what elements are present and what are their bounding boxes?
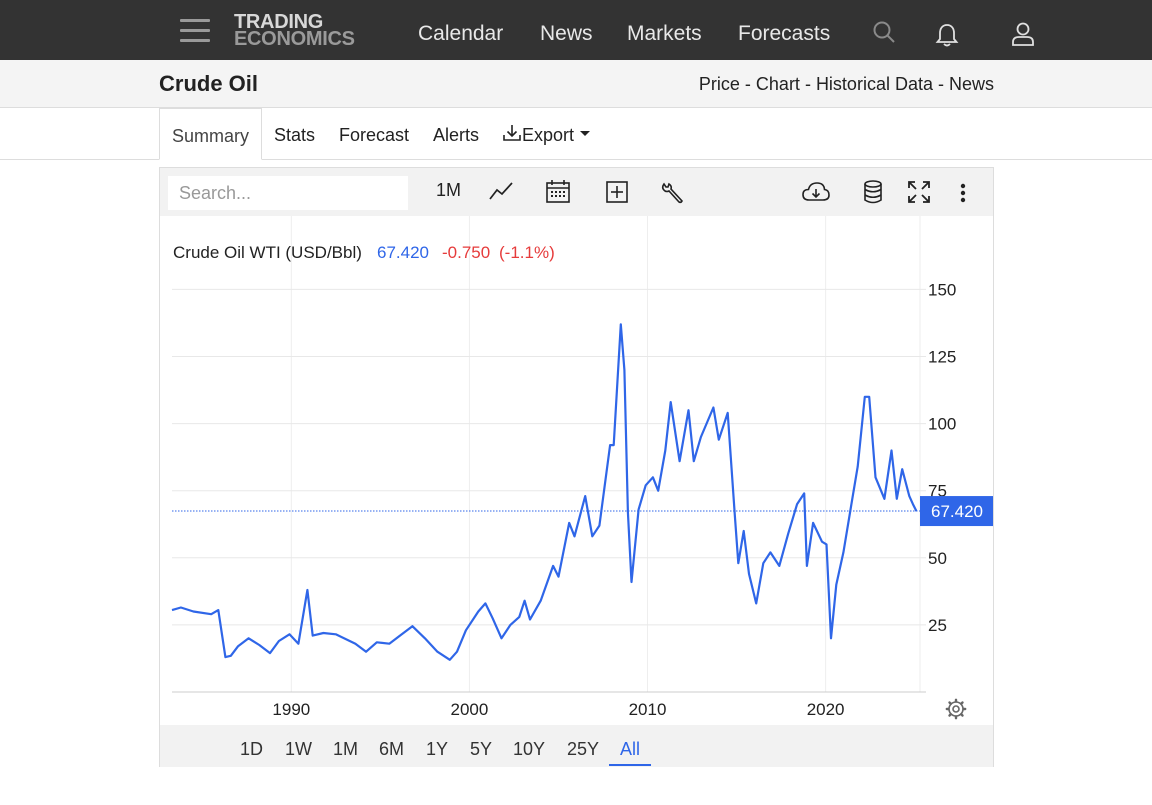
caret-down-icon [580, 131, 591, 136]
title-bar: Crude Oil Price - Chart - Historical Dat… [0, 60, 1152, 108]
nav-link-markets[interactable]: Markets [627, 22, 702, 45]
range-selector-bar: 1D 1W 1M 6M 1Y 5Y 10Y 25Y All [160, 725, 993, 767]
last-value-tag-label: 67.420 [931, 502, 983, 521]
chart-header-change-pct: (-1.1%) [499, 243, 555, 262]
cloud-download-icon[interactable] [801, 181, 831, 208]
x-tick-label: 2000 [451, 700, 489, 719]
title-link-historical-data[interactable]: Historical Data [815, 74, 933, 94]
top-navigation-bar: TRADING ECONOMICS Calendar News Markets … [0, 0, 1152, 60]
y-tick-label: 150 [928, 280, 956, 299]
price-tag-layer: 67.420 [172, 496, 993, 527]
logo-line-1: TRADING [234, 11, 324, 33]
chart-header-change: -0.750 [442, 243, 490, 262]
nav-link-forecasts[interactable]: Forecasts [738, 22, 831, 45]
y-tick-label: 75 [928, 482, 947, 501]
price-chart[interactable]: Crude Oil WTI (USD/Bbl) 67.420 -0.750 (-… [160, 216, 993, 725]
range-button-10y[interactable]: 10Y [513, 739, 546, 759]
more-vertical-icon[interactable] [960, 183, 966, 208]
tab-export-label: Export [522, 125, 575, 145]
title-link-separator: - [799, 74, 816, 94]
chart-toolbar: 1M [160, 168, 993, 216]
grid-layer [172, 216, 926, 693]
range-button-all[interactable]: All [620, 739, 641, 759]
tab-summary[interactable]: Summary [159, 108, 262, 160]
user-icon[interactable] [1011, 21, 1035, 52]
price-line [171, 323, 918, 661]
chart-header: Crude Oil WTI (USD/Bbl) 67.420 -0.750 (-… [173, 243, 555, 262]
logo-line-2: ECONOMICS [234, 28, 355, 50]
range-button-1d[interactable]: 1D [240, 739, 264, 759]
axis-layer: 1990 2000 2010 2020 25 50 75 100 125 150 [272, 280, 956, 719]
tab-summary-label: Summary [172, 126, 250, 146]
y-tick-label: 25 [928, 616, 947, 635]
range-button-6m[interactable]: 6M [379, 739, 405, 759]
title-link-chart[interactable]: Chart [755, 74, 800, 94]
calendar-icon[interactable] [545, 179, 571, 210]
tab-stats[interactable]: Stats [274, 125, 316, 145]
title-link-separator: - [739, 74, 756, 94]
line-chart-icon[interactable] [488, 180, 514, 207]
y-tick-label: 50 [928, 549, 947, 568]
chart-search-input[interactable] [168, 176, 408, 210]
wrench-icon[interactable] [660, 181, 684, 210]
range-button-1y[interactable]: 1Y [426, 739, 449, 759]
range-button-5y[interactable]: 5Y [470, 739, 493, 759]
range-button-25y[interactable]: 25Y [567, 739, 600, 759]
interval-selector[interactable]: 1M [436, 180, 462, 200]
x-tick-label: 2010 [629, 700, 667, 719]
x-tick-label: 1990 [272, 700, 310, 719]
x-tick-label: 2020 [807, 700, 845, 719]
site-logo[interactable]: TRADING ECONOMICS [234, 11, 355, 50]
bell-icon[interactable] [935, 22, 959, 53]
title-link-separator: - [932, 74, 949, 94]
range-active-indicator [609, 764, 651, 766]
add-indicator-icon[interactable] [605, 180, 629, 209]
menu-icon[interactable] [180, 19, 210, 43]
database-icon[interactable] [863, 180, 883, 209]
y-tick-label: 100 [928, 415, 956, 434]
title-link-news[interactable]: News [948, 74, 994, 94]
chart-header-price: 67.420 [377, 243, 429, 262]
series-layer [171, 323, 918, 661]
chart-header-label: Crude Oil WTI (USD/Bbl) [173, 243, 362, 262]
fullscreen-icon[interactable] [907, 180, 931, 209]
range-button-1m[interactable]: 1M [333, 739, 359, 759]
chart-settings-gear-icon[interactable] [945, 698, 967, 720]
search-icon[interactable] [872, 20, 896, 49]
tab-export[interactable]: Export [502, 123, 591, 146]
tab-alerts[interactable]: Alerts [433, 125, 480, 145]
title-link-price[interactable]: Price [698, 74, 740, 94]
tab-bar: Summary Stats Forecast Alerts Export [0, 108, 1152, 160]
last-value-tag [920, 496, 993, 527]
range-button-1w[interactable]: 1W [285, 739, 312, 759]
page-title: Crude Oil [159, 71, 259, 96]
tab-forecast[interactable]: Forecast [339, 125, 410, 145]
y-tick-label: 125 [928, 348, 956, 367]
chart-panel: 1M Crude Oil WTI (USD/Bbl) 67.420 [159, 167, 994, 767]
nav-link-news[interactable]: News [540, 22, 593, 45]
download-icon [503, 125, 521, 141]
title-links: Price - Chart - Historical Data - News [699, 74, 994, 95]
nav-link-calendar[interactable]: Calendar [418, 22, 504, 45]
